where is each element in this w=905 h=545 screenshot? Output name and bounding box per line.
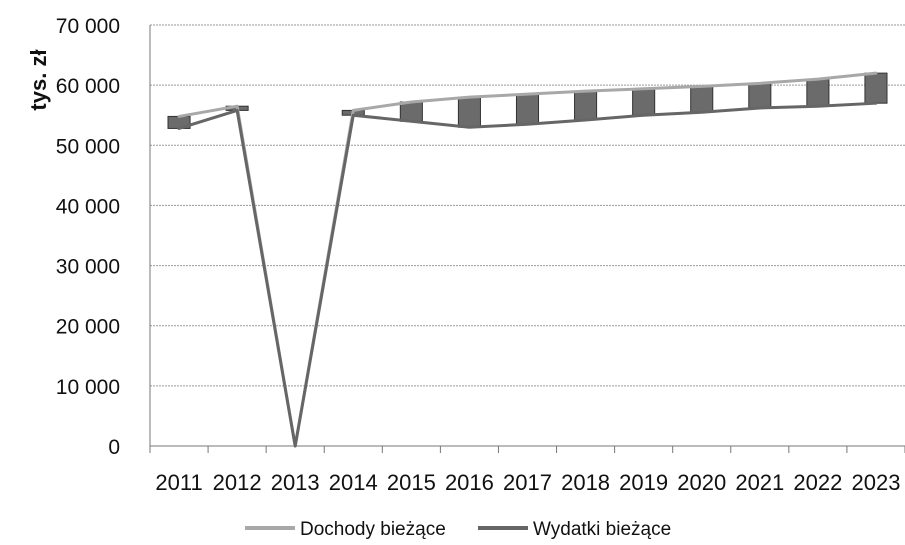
x-tick-label: 2022 bbox=[793, 470, 842, 495]
x-tick-label: 2017 bbox=[503, 470, 552, 495]
y-tick-label: 60 000 bbox=[56, 75, 120, 98]
x-tick-label: 2015 bbox=[387, 470, 436, 495]
tick-labels: 0 10 000 20 000 30 000 40 000 50 000 60 000 70 … bbox=[56, 15, 901, 495]
legend: Dochody bieżące Wydatki bieżące bbox=[245, 519, 671, 540]
difference-bar bbox=[515, 93, 540, 125]
x-tick-label: 2020 bbox=[677, 470, 726, 495]
y-tick-label: 70 000 bbox=[56, 15, 120, 38]
series-line-dochody bbox=[177, 71, 878, 448]
grid-lines bbox=[150, 24, 905, 387]
x-tick-label: 2019 bbox=[619, 470, 668, 495]
y-tick-label: 50 000 bbox=[56, 135, 120, 158]
x-tick-label: 2011 bbox=[155, 470, 202, 495]
y-tick-label: 20 000 bbox=[56, 316, 120, 339]
axes bbox=[149, 25, 905, 453]
y-tick-label: 10 000 bbox=[56, 376, 120, 399]
x-tick-label: 2012 bbox=[213, 470, 262, 495]
x-tick-label: 2016 bbox=[445, 470, 494, 495]
difference-bar bbox=[748, 82, 772, 109]
x-tick-label: 2023 bbox=[851, 470, 900, 495]
difference-bar bbox=[806, 78, 830, 107]
y-tick-label: 40 000 bbox=[56, 195, 120, 218]
y-tick-label: 30 000 bbox=[56, 256, 120, 279]
difference-bar bbox=[632, 88, 656, 116]
x-tick-label: 2021 bbox=[735, 470, 784, 495]
x-tick-label: 2014 bbox=[329, 470, 378, 495]
legend-label-dochody: Dochody bieżące bbox=[300, 519, 446, 540]
difference-bar bbox=[574, 90, 598, 121]
series-line-wydatki bbox=[177, 101, 878, 448]
x-tick-label: 2018 bbox=[561, 470, 610, 495]
difference-bar bbox=[399, 101, 423, 122]
series-lines bbox=[177, 71, 878, 448]
y-tick-label: 0 bbox=[108, 436, 120, 459]
difference-bar bbox=[864, 72, 888, 104]
difference-bar bbox=[457, 96, 481, 128]
x-tick-label: 2013 bbox=[271, 470, 320, 495]
legend-label-wydatki: Wydatki bieżące bbox=[533, 519, 671, 540]
difference-bar bbox=[690, 85, 714, 113]
y-axis-label: tys. zł bbox=[26, 49, 51, 110]
